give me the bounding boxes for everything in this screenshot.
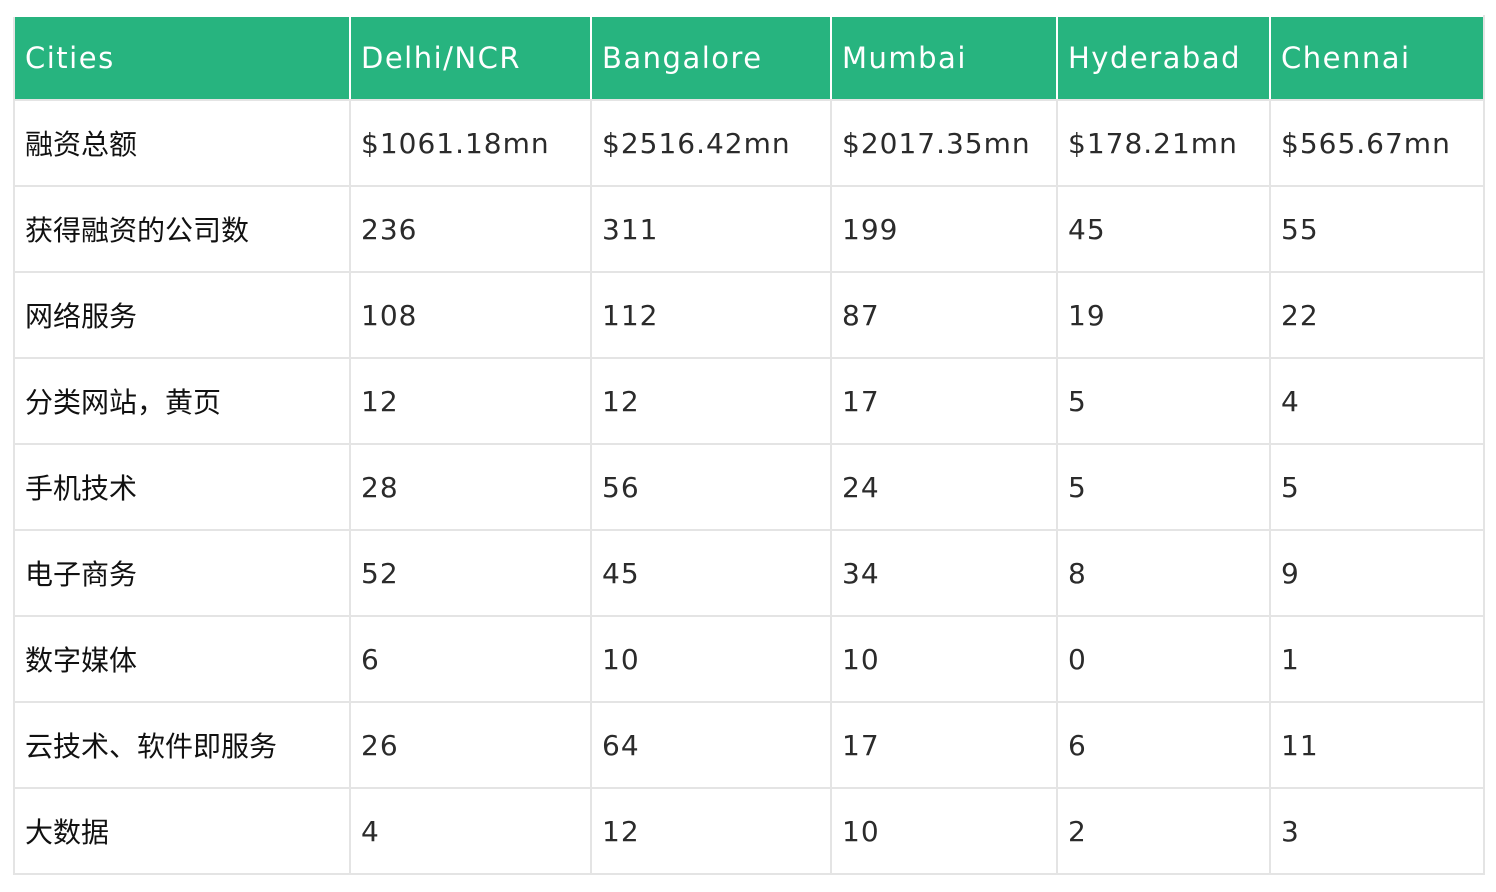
table-cell: 2: [1056, 787, 1271, 875]
table-header-row: Cities Delhi/NCR Bangalore Mumbai Hydera…: [13, 15, 1485, 101]
table-row: 网络服务 108 112 87 19 22: [13, 271, 1485, 359]
table-row: 大数据 4 12 10 2 3: [13, 787, 1485, 875]
table-cell: 199: [830, 185, 1058, 273]
table-cell: 9: [1269, 529, 1485, 617]
table-row: 融资总额 $1061.18mn $2516.42mn $2017.35mn $1…: [13, 99, 1485, 187]
table-cell: $1061.18mn: [349, 99, 592, 187]
header-cell-bangalore: Bangalore: [590, 15, 832, 101]
table-cell: 12: [590, 787, 832, 875]
header-cell-cities: Cities: [13, 15, 351, 101]
table-cell: 12: [590, 357, 832, 445]
table-cell: 45: [590, 529, 832, 617]
table-cell: 1: [1269, 615, 1485, 703]
table-row: 电子商务 52 45 34 8 9: [13, 529, 1485, 617]
table-cell: $565.67mn: [1269, 99, 1485, 187]
table-cell: 17: [830, 357, 1058, 445]
table-cell: 11: [1269, 701, 1485, 789]
table-row: 手机技术 28 56 24 5 5: [13, 443, 1485, 531]
table-cell: 34: [830, 529, 1058, 617]
table-cell: 26: [349, 701, 592, 789]
table-row: 云技术、软件即服务 26 64 17 6 11: [13, 701, 1485, 789]
table-cell: 0: [1056, 615, 1271, 703]
table-cell: 19: [1056, 271, 1271, 359]
table-row: 分类网站，黄页 12 12 17 5 4: [13, 357, 1485, 445]
table-cell: 6: [1056, 701, 1271, 789]
row-label: 网络服务: [13, 271, 351, 359]
row-label: 手机技术: [13, 443, 351, 531]
header-cell-mumbai: Mumbai: [830, 15, 1058, 101]
table-cell: 4: [349, 787, 592, 875]
row-label: 分类网站，黄页: [13, 357, 351, 445]
table-cell: 22: [1269, 271, 1485, 359]
table-cell: 10: [830, 787, 1058, 875]
header-cell-chennai: Chennai: [1269, 15, 1485, 101]
table-cell: 64: [590, 701, 832, 789]
table-cell: 5: [1269, 443, 1485, 531]
table-cell: 12: [349, 357, 592, 445]
header-cell-hyderabad: Hyderabad: [1056, 15, 1271, 101]
table-cell: 10: [590, 615, 832, 703]
table-cell: 108: [349, 271, 592, 359]
table-cell: 5: [1056, 357, 1271, 445]
row-label: 云技术、软件即服务: [13, 701, 351, 789]
table-row: 数字媒体 6 10 10 0 1: [13, 615, 1485, 703]
table-cell: $2017.35mn: [830, 99, 1058, 187]
table-cell: $178.21mn: [1056, 99, 1271, 187]
table-cell: 55: [1269, 185, 1485, 273]
table-cell: 45: [1056, 185, 1271, 273]
table-cell: $2516.42mn: [590, 99, 832, 187]
table-cell: 87: [830, 271, 1058, 359]
table-cell: 10: [830, 615, 1058, 703]
header-cell-delhi-ncr: Delhi/NCR: [349, 15, 592, 101]
row-label: 获得融资的公司数: [13, 185, 351, 273]
table-cell: 52: [349, 529, 592, 617]
row-label: 电子商务: [13, 529, 351, 617]
row-label: 数字媒体: [13, 615, 351, 703]
row-label: 融资总额: [13, 99, 351, 187]
table-cell: 112: [590, 271, 832, 359]
table-cell: 5: [1056, 443, 1271, 531]
table-cell: 6: [349, 615, 592, 703]
table-cell: 24: [830, 443, 1058, 531]
row-label: 大数据: [13, 787, 351, 875]
table-cell: 8: [1056, 529, 1271, 617]
table-cell: 3: [1269, 787, 1485, 875]
city-funding-table: Cities Delhi/NCR Bangalore Mumbai Hydera…: [13, 15, 1485, 875]
table-cell: 236: [349, 185, 592, 273]
table-cell: 28: [349, 443, 592, 531]
table-cell: 17: [830, 701, 1058, 789]
table-row: 获得融资的公司数 236 311 199 45 55: [13, 185, 1485, 273]
table-cell: 56: [590, 443, 832, 531]
funding-table-container: Cities Delhi/NCR Bangalore Mumbai Hydera…: [13, 15, 1485, 875]
table-cell: 311: [590, 185, 832, 273]
table-cell: 4: [1269, 357, 1485, 445]
